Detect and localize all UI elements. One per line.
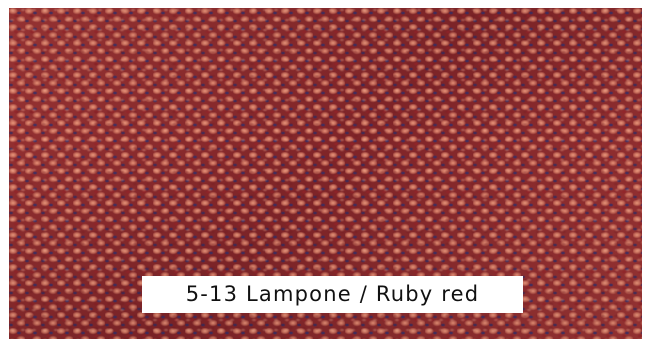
fabric-swatch-image [9,8,642,339]
swatch-caption: 5-13 Lampone / Ruby red [185,282,480,306]
swatch-caption-box: 5-13 Lampone / Ruby red [142,276,523,313]
